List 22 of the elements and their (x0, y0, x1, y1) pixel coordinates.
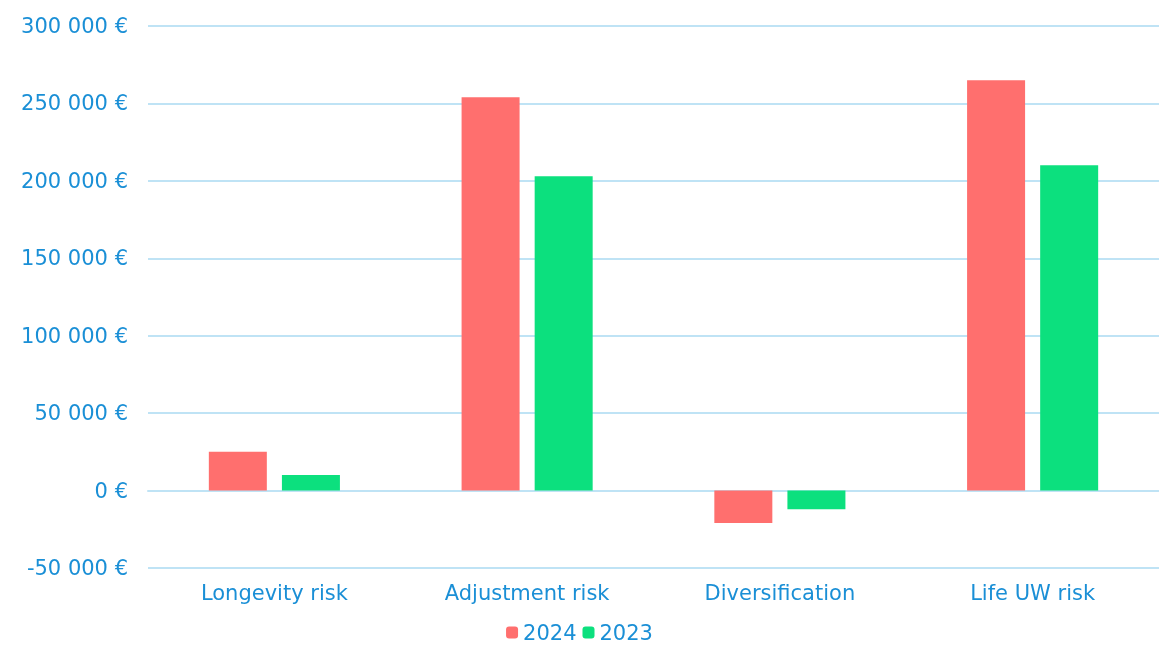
bar (967, 80, 1026, 491)
y-tick-label: 150 000 € (21, 246, 128, 271)
y-tick-label: 0 € (94, 478, 128, 503)
bar (1040, 165, 1099, 491)
y-tick-label: 250 000 € (21, 91, 128, 116)
bar (714, 490, 773, 524)
bar (787, 490, 846, 510)
legend-label: 2024 (523, 620, 577, 645)
x-tick-label: Adjustment risk (444, 580, 611, 605)
x-tick-label: Life UW risk (970, 580, 1096, 605)
x-tick-label: Longevity risk (200, 580, 349, 605)
y-tick-label: 100 000 € (21, 323, 128, 348)
y-tick-label: 300 000 € (21, 14, 128, 38)
legend-label: 2023 (599, 620, 653, 645)
bar (208, 451, 267, 491)
y-tick-label: 200 000 € (21, 168, 128, 193)
bar (281, 475, 340, 491)
y-tick-label: -50 000 € (26, 556, 128, 580)
y-tick-label: 50 000 € (34, 401, 128, 426)
x-tick-label: Diversification (704, 580, 856, 605)
bar (461, 97, 520, 491)
bar (534, 176, 593, 491)
